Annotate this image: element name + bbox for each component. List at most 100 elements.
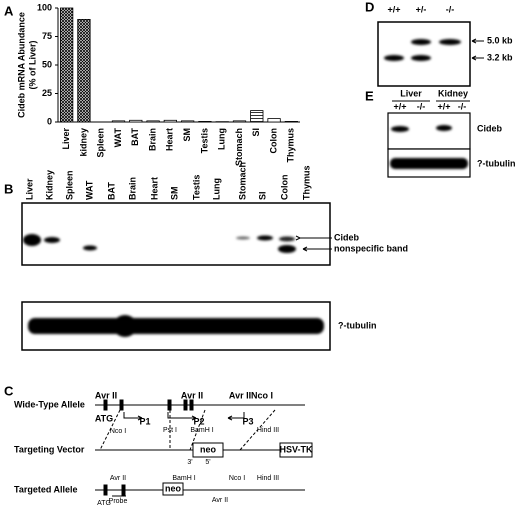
diagram-label: neo	[200, 444, 217, 454]
y-tick-label: 0	[47, 116, 52, 126]
diagram-label: Avr II	[181, 390, 203, 400]
y-tick-label: 50	[42, 59, 52, 69]
lane-label: BAT	[106, 182, 116, 200]
x-tick-label: kidney	[78, 128, 88, 157]
diagram-label: P3	[242, 416, 253, 426]
lane-label: SM	[169, 187, 179, 201]
panel-label: C	[4, 383, 14, 398]
lane-label: +/+	[437, 101, 450, 111]
blot-bands	[23, 234, 296, 253]
lane-label: +/+	[393, 101, 406, 111]
y-tick-label: 100	[37, 2, 52, 12]
lane-label: +/+	[387, 4, 400, 14]
lane-label: -/-	[458, 101, 467, 111]
lane-label: Testis	[191, 175, 201, 200]
panel-label: D	[365, 0, 374, 14]
bar	[267, 118, 281, 123]
diagram-label: Nco I	[229, 475, 245, 482]
diagram-label: neo	[165, 483, 182, 493]
x-tick-label: Stomach	[234, 128, 244, 166]
y-tick-label: 75	[42, 31, 52, 41]
bar	[111, 120, 126, 123]
panel-label: E	[365, 88, 374, 103]
x-tick-label: Colon	[268, 128, 278, 154]
band-label: nonspecific band	[334, 243, 408, 253]
bar	[284, 121, 298, 123]
bar	[77, 18, 91, 123]
diagram-label: Avr II	[229, 390, 251, 400]
diagram-label: 3'	[187, 459, 192, 466]
diagram-label: Nco I	[110, 428, 126, 435]
lane-label: Liver	[24, 178, 34, 200]
diagram-label: Avr II	[95, 390, 117, 400]
diagram-label: Avr II	[212, 497, 228, 504]
lane-label: Lung	[211, 178, 221, 200]
row-label: Targeted Allele	[14, 484, 78, 494]
lane-label: Heart	[149, 177, 159, 200]
diagram-label: Hind III	[257, 427, 279, 434]
band-label: Cideb	[477, 123, 503, 133]
band-label: ?-tubulin	[477, 158, 515, 168]
diagram-label: Hind III	[257, 475, 279, 482]
band-label: Cideb	[334, 232, 360, 242]
lane-label: +/-	[416, 4, 427, 14]
lane-label: Spleen	[64, 170, 74, 200]
panel-label: B	[4, 181, 13, 196]
y-tick-label: 25	[42, 88, 52, 98]
x-tick-label: BAT	[130, 128, 140, 146]
diagram-label: P1	[139, 416, 150, 426]
x-tick-label: Heart	[165, 128, 175, 151]
diagram-label: 5'	[205, 459, 210, 466]
lane-label: WAT	[84, 180, 94, 200]
diagram-label: P2	[193, 416, 204, 426]
bar	[181, 120, 195, 123]
bar	[163, 119, 177, 123]
x-tick-label: Testis	[199, 128, 209, 153]
diagram-label: Probe	[109, 498, 128, 505]
diagram-label: BamH I	[172, 475, 195, 482]
bar	[198, 121, 212, 123]
diagram-label: HSV-TK	[279, 444, 313, 454]
diagram-label: BamH I	[190, 427, 213, 434]
diagram-label: Avr II	[110, 475, 126, 482]
x-tick-label: SM	[182, 128, 192, 142]
x-tick-label: WAT	[113, 127, 123, 147]
lane-label: Kidney	[44, 170, 54, 200]
lane-label: -/-	[446, 4, 455, 14]
size-label: 5.0 kb	[487, 35, 513, 45]
bar	[232, 120, 247, 123]
size-label: 3.2 kb	[487, 52, 513, 62]
bar	[146, 120, 160, 123]
x-tick-label: Lung	[217, 128, 227, 150]
panel-label: A	[4, 3, 14, 18]
blot-bands	[390, 125, 468, 169]
layout	[21, 21, 484, 497]
x-tick-label: Spleen	[96, 128, 106, 158]
diagram-label: Nco I	[251, 390, 273, 400]
lane-label: SI	[257, 191, 267, 200]
x-tick-label: Brain	[147, 128, 157, 151]
lane-label: Thymus	[301, 165, 311, 200]
diagram-label: ATG	[95, 413, 113, 423]
y-axis-label: Cideb mRNA Abundance	[16, 12, 26, 118]
diagram-label: ATG	[97, 500, 111, 505]
row-label: Targeting Vector	[14, 444, 85, 454]
tissue-label: Liver	[400, 88, 422, 98]
bar	[129, 119, 143, 123]
x-tick-label: Thymus	[286, 128, 296, 163]
lane-label: Brain	[127, 177, 137, 200]
bar	[250, 110, 264, 123]
lane-label: Colon	[279, 175, 289, 201]
diagram	[95, 399, 313, 497]
y-axis-label: (% of Liver)	[27, 40, 37, 89]
lane-label: Stomach	[237, 162, 247, 200]
lane-label: -/-	[417, 101, 426, 111]
x-tick-label: SI	[251, 128, 261, 137]
blot-bands	[384, 39, 461, 61]
diagram-label: Pst I	[163, 427, 177, 434]
bar	[60, 7, 74, 123]
blot-bands	[28, 315, 324, 337]
x-tick-label: Liver	[61, 128, 71, 150]
tissue-label: Kidney	[438, 88, 468, 98]
